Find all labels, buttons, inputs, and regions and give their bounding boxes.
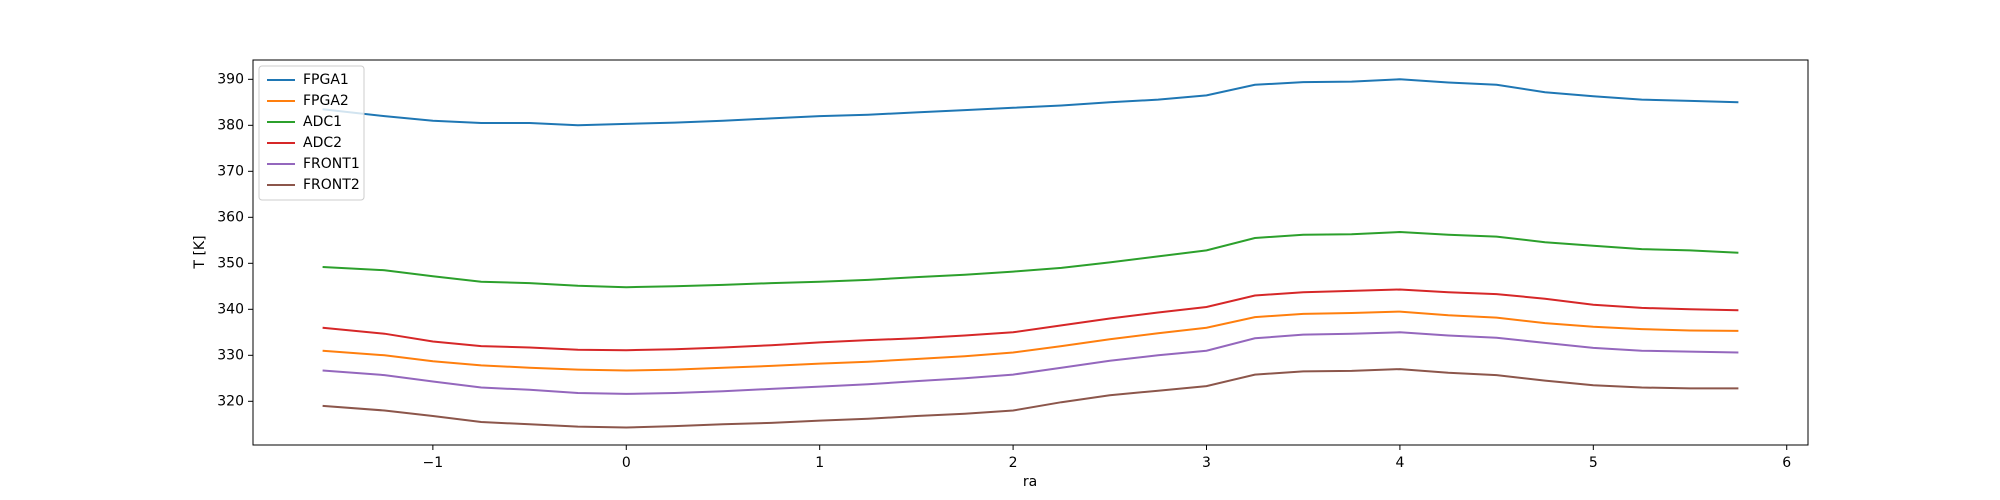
series-line (322, 331, 1739, 395)
series-line (322, 310, 1739, 372)
y-tick-label: 390 (217, 71, 244, 87)
plot-frame (252, 59, 1809, 446)
x-tick-label: −1 (423, 455, 444, 471)
x-tick-label: 5 (1589, 455, 1598, 471)
legend-box (258, 65, 365, 201)
series-line (322, 288, 1739, 352)
series-line (322, 230, 1739, 289)
y-axis-label: T [K] (192, 235, 208, 269)
legend-label: FRONT1 (303, 156, 360, 172)
series-line (322, 368, 1739, 429)
legend-label: FPGA2 (303, 93, 349, 109)
x-tick-label: 2 (1009, 455, 1018, 471)
legend-label: FPGA1 (303, 72, 349, 88)
y-tick-label: 340 (217, 301, 244, 317)
x-tick-label: 1 (815, 455, 824, 471)
y-tick-label: 330 (217, 347, 244, 363)
y-tick-label: 320 (217, 393, 244, 409)
legend-label: ADC2 (303, 135, 342, 151)
y-tick-label: 380 (217, 117, 244, 133)
legend-label: ADC1 (303, 114, 342, 130)
x-tick-label: 4 (1395, 455, 1404, 471)
x-tick-label: 6 (1782, 455, 1791, 471)
y-tick-label: 370 (217, 163, 244, 179)
y-tick-label: 350 (217, 255, 244, 271)
legend-label: FRONT2 (303, 177, 360, 193)
x-tick-label: 3 (1202, 455, 1211, 471)
y-tick-label: 360 (217, 209, 244, 225)
x-axis-label: ra (1023, 474, 1037, 490)
x-tick-label: 0 (622, 455, 631, 471)
series-line (322, 78, 1739, 127)
